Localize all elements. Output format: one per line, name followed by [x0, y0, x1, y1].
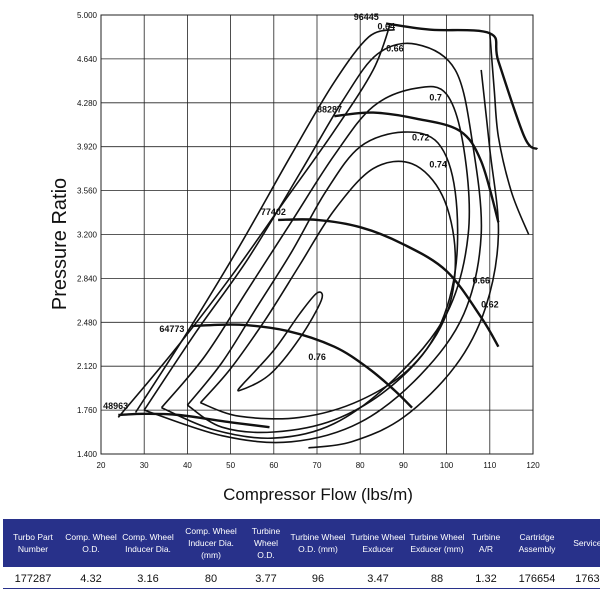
- cell-comp-wheel-inducer-mm: 80: [177, 567, 245, 589]
- efficiency-label-0_7: 0.7: [429, 92, 442, 102]
- axis-ticks: 20 30 40 50 60 70 80 90 100 110 120 1.400 1.760 2.120…: [77, 11, 540, 470]
- x-tick-label: 40: [183, 461, 192, 470]
- header-comp-wheel-inducer-mm: Comp. Wheel Inducer Dia. (mm): [177, 519, 245, 567]
- header-turbine-wheel-od: Turbine Wheel O.D.: [245, 519, 287, 567]
- efficiency-label-0_66: 0.66: [473, 275, 491, 285]
- cell-turbo-part-number: 177287: [3, 567, 63, 589]
- x-tick-label: 100: [440, 461, 454, 470]
- grid-lines: [100, 14, 534, 455]
- curve-labels: 48963 64773 77402 88287 96445 0.76 0.74 0.72 0.7…: [103, 12, 499, 411]
- cell-turbine-wheel-exducer-mm: 88: [407, 567, 467, 589]
- speed-line-48963: [118, 412, 270, 429]
- speed-label-64773: 64773: [159, 324, 184, 334]
- y-tick-label: 2.120: [77, 362, 98, 371]
- efficiency-island-0_76: [237, 291, 324, 392]
- efficiency-island-0_66: [143, 42, 483, 444]
- x-tick-label: 20: [97, 461, 106, 470]
- table-header-row: Turbo Part Number Comp. Wheel O.D. Comp.…: [3, 519, 600, 567]
- efficiency-island-0_7: [160, 85, 471, 440]
- header-cartridge-assembly: Cartridge Assembly: [505, 519, 569, 567]
- cell-turbine-wheel-od: 3.77: [245, 567, 287, 589]
- x-tick-label: 90: [399, 461, 408, 470]
- efficiency-label-0_66: 0.66: [386, 44, 404, 54]
- header-service-kit: Service Kit: [569, 519, 600, 567]
- speed-line-64773: [191, 323, 413, 409]
- efficiency-island-0_74: [199, 160, 457, 420]
- cell-comp-wheel-inducer: 3.16: [119, 567, 177, 589]
- y-tick-label: 3.200: [77, 231, 98, 240]
- map-curves: [117, 22, 539, 449]
- header-turbo-part-number: Turbo Part Number: [3, 519, 63, 567]
- table-row: 177287 4.32 3.16 80 3.77 96 3.47 88 1.32…: [3, 567, 600, 589]
- speed-label-48963: 48963: [103, 401, 128, 411]
- x-tick-label: 50: [226, 461, 235, 470]
- x-tick-label: 80: [356, 461, 365, 470]
- y-tick-label: 3.920: [77, 143, 98, 152]
- header-turbine-wheel-exducer-mm: Turbine Wheel Exducer (mm): [407, 519, 467, 567]
- efficiency-label-0_62: 0.62: [481, 300, 499, 310]
- y-tick-label: 1.400: [77, 450, 98, 459]
- speed-line-96445: [385, 22, 539, 151]
- speed-line-77402: [278, 218, 500, 348]
- efficiency-label-0_72: 0.72: [412, 133, 430, 143]
- x-tick-label: 120: [526, 461, 540, 470]
- efficiency-island-0_62: [308, 69, 500, 449]
- y-tick-label: 1.760: [77, 406, 98, 415]
- header-comp-wheel-od: Comp. Wheel O.D.: [63, 519, 119, 567]
- y-tick-label: 3.560: [77, 187, 98, 196]
- compressor-map-chart: 48963 64773 77402 88287 96445 0.76 0.74 0.72 0.7…: [49, 11, 540, 504]
- efficiency-island-0_72: [186, 131, 459, 434]
- efficiency-label-0_74: 0.74: [429, 159, 447, 169]
- x-tick-label: 110: [483, 461, 496, 470]
- x-tick-label: 60: [269, 461, 278, 470]
- turbo-spec-table: Turbo Part Number Comp. Wheel O.D. Comp.…: [3, 519, 600, 589]
- header-turbine-wheel-exducer: Turbine Wheel Exducer: [349, 519, 407, 567]
- cell-turbine-ar: 1.32: [467, 567, 505, 589]
- y-axis-title: Pressure Ratio: [49, 178, 71, 310]
- cell-service-kit: 176391: [569, 567, 600, 589]
- cell-cartridge-assembly: 176654: [505, 567, 569, 589]
- x-tick-label: 30: [140, 461, 149, 470]
- cell-comp-wheel-od: 4.32: [63, 567, 119, 589]
- x-tick-label: 70: [313, 461, 322, 470]
- efficiency-island-0_64: [134, 28, 396, 413]
- y-tick-label: 5.000: [77, 11, 98, 20]
- cell-turbine-wheel-exducer: 3.47: [349, 567, 407, 589]
- speed-label-77402: 77402: [261, 207, 286, 217]
- y-tick-label: 4.640: [77, 55, 98, 64]
- y-tick-label: 2.480: [77, 318, 98, 327]
- efficiency-label-0_76: 0.76: [308, 352, 326, 362]
- header-turbine-wheel-od-mm: Turbine Wheel O.D. (mm): [287, 519, 349, 567]
- cell-turbine-wheel-od-mm: 96: [287, 567, 349, 589]
- header-comp-wheel-inducer: Comp. Wheel Inducer Dia.: [119, 519, 177, 567]
- speed-line-88287: [334, 111, 500, 223]
- y-tick-label: 2.840: [77, 274, 98, 283]
- surge-line: [117, 23, 392, 418]
- x-axis-title: Compressor Flow (lbs/m): [223, 485, 413, 504]
- y-tick-label: 4.280: [77, 99, 98, 108]
- choke-line: [489, 33, 530, 235]
- speed-label-96445: 96445: [354, 12, 379, 22]
- header-turbine-ar: Turbine A/R: [467, 519, 505, 567]
- efficiency-label-0_64: 0.64: [377, 22, 395, 32]
- speed-label-88287: 88287: [317, 105, 342, 115]
